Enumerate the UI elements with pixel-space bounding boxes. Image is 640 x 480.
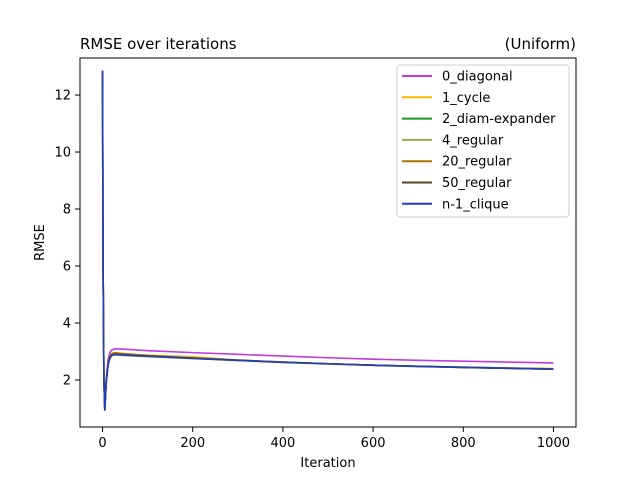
legend-label: 50_regular bbox=[442, 176, 512, 191]
x-axis: 0 200 400 600 800 1000 bbox=[98, 427, 570, 451]
x-tick-label: 800 bbox=[451, 436, 476, 451]
plot-frame bbox=[79, 57, 577, 428]
chart-subtitle: (Uniform) bbox=[505, 35, 576, 53]
legend-label: 4_regular bbox=[442, 133, 504, 148]
series-layer bbox=[101, 70, 554, 411]
series-line-n-1_clique bbox=[101, 70, 554, 411]
chart-title: RMSE over iterations bbox=[80, 35, 237, 53]
legend-label: 2_diam-expander bbox=[442, 112, 556, 127]
x-tick-label: 400 bbox=[270, 436, 295, 451]
y-tick-label: 2 bbox=[63, 373, 71, 388]
x-tick-label: 1000 bbox=[537, 436, 570, 451]
y-tick-label: 6 bbox=[63, 260, 71, 275]
x-axis-label: Iteration bbox=[300, 456, 355, 471]
y-tick-label: 4 bbox=[63, 316, 71, 331]
legend-frame bbox=[396, 64, 570, 218]
legend-label: 0_diagonal bbox=[442, 70, 513, 85]
y-tick-label: 8 bbox=[63, 203, 71, 218]
legend-label: 1_cycle bbox=[442, 91, 490, 106]
y-axis: 2 4 6 8 10 12 bbox=[54, 89, 80, 388]
x-tick-label: 600 bbox=[361, 436, 386, 451]
x-tick-label: 0 bbox=[98, 436, 106, 451]
legend-label: n-1_clique bbox=[442, 197, 509, 212]
y-tick-label: 12 bbox=[54, 89, 71, 104]
y-tick-label: 10 bbox=[54, 146, 71, 161]
y-axis-label: RMSE bbox=[33, 224, 48, 261]
legend: 0_diagonal 1_cycle 2_diam-expander 4_regula… bbox=[396, 64, 570, 218]
legend-label: 20_regular bbox=[442, 155, 512, 170]
x-tick-label: 200 bbox=[180, 436, 205, 451]
